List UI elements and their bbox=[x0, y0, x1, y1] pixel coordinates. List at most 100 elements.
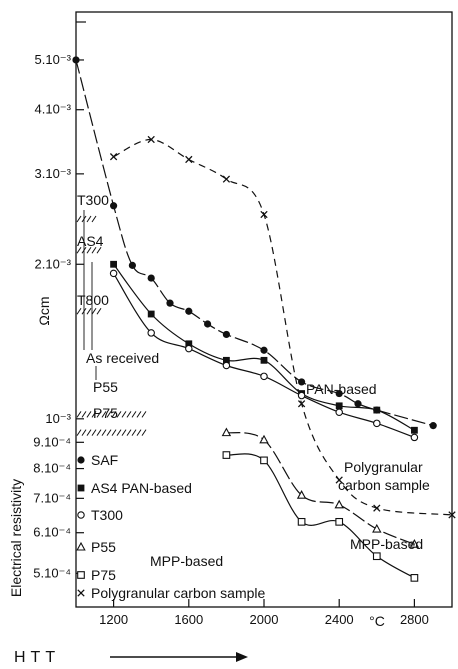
x-tick-label: 2800 bbox=[400, 612, 429, 627]
data-point-p75 bbox=[222, 451, 231, 459]
legend-label-polygranular: Polygranular carbon sample bbox=[91, 585, 266, 601]
x-tick-label: 1200 bbox=[99, 612, 128, 627]
data-point-t300 bbox=[109, 269, 118, 278]
band-label-p55: P55 bbox=[93, 379, 118, 395]
data-point-p55 bbox=[259, 434, 269, 444]
data-point-p55 bbox=[296, 490, 307, 499]
data-point-saf bbox=[429, 422, 437, 430]
legend-marker-polygranular-carbon-sample bbox=[77, 589, 85, 597]
data-point-p55 bbox=[334, 499, 344, 509]
hatched-band-t300 bbox=[76, 215, 97, 223]
data-point-as4-pan-based bbox=[185, 340, 193, 348]
x-tick-label: 1600 bbox=[174, 612, 203, 627]
x-unit-label: °C bbox=[369, 613, 385, 629]
band-label-t800: T800 bbox=[77, 292, 109, 308]
data-point-saf bbox=[147, 274, 155, 282]
y-axis-label: Electrical resistivity bbox=[8, 479, 24, 597]
data-point-polygranular-carbon-sample bbox=[147, 135, 155, 144]
legend-label-as4: AS4 PAN-based bbox=[91, 480, 192, 496]
data-point-saf bbox=[222, 330, 230, 339]
y-tick-label: 3.10⁻³ bbox=[35, 166, 72, 181]
axis-ticks: 5.10⁻⁴ 6.10⁻⁴ 7.10⁻⁴ 8.10⁻⁴ 9.10⁻⁴ 10⁻³ 2.10⁻³… bbox=[33, 52, 429, 627]
hatched-bands bbox=[76, 210, 147, 436]
data-point-as4-pan-based bbox=[260, 356, 268, 364]
data-point-saf bbox=[260, 346, 268, 354]
legend-label-p55: P55 bbox=[91, 539, 116, 555]
data-point-p55 bbox=[372, 523, 382, 533]
hatched-band-p75 bbox=[76, 429, 147, 436]
data-point-polygranular-carbon-sample bbox=[335, 476, 343, 484]
data-point-t300 bbox=[410, 433, 419, 442]
data-point-p75 bbox=[260, 456, 268, 465]
data-point-p75 bbox=[372, 552, 381, 561]
data-point-polygranular-carbon-sample bbox=[297, 400, 306, 408]
data-point-polygranular-carbon-sample bbox=[222, 175, 231, 183]
data-point-saf bbox=[72, 56, 80, 64]
data-point-p75 bbox=[335, 517, 344, 526]
y-tick-label: 4.10⁻³ bbox=[35, 102, 72, 117]
band-label-p75: P75 bbox=[93, 405, 118, 421]
data-point-as4-pan-based bbox=[223, 356, 230, 364]
legend-marker-saf bbox=[77, 456, 85, 464]
y-tick-label: 2.10⁻³ bbox=[35, 256, 72, 271]
y-unit-label: Ωcm bbox=[36, 296, 52, 325]
data-point-as4-pan-based bbox=[147, 310, 155, 318]
data-point-t300 bbox=[222, 361, 231, 370]
series-lines bbox=[75, 59, 453, 579]
data-point-t300 bbox=[260, 372, 268, 381]
y-tick-label: 10⁻³ bbox=[45, 411, 71, 426]
series-markers bbox=[72, 56, 456, 582]
data-point-t300 bbox=[147, 329, 155, 337]
data-point-saf bbox=[298, 378, 306, 386]
legend-label-p75: P75 bbox=[91, 567, 116, 583]
legend-label-t300: T300 bbox=[91, 507, 123, 523]
data-point-p75 bbox=[297, 517, 306, 526]
data-point-t300 bbox=[335, 408, 343, 416]
data-point-saf bbox=[166, 299, 174, 307]
as-received-label: As received bbox=[86, 350, 159, 366]
plot-frame-rect bbox=[75, 11, 453, 608]
data-point-saf bbox=[185, 307, 193, 315]
mpp-based-annotation: MPP-based bbox=[350, 536, 423, 552]
data-point-saf bbox=[110, 202, 118, 210]
data-point-as4-pan-based bbox=[335, 402, 343, 410]
y-tick-label: 5.10⁻⁴ bbox=[33, 565, 71, 580]
y-tick-label: 6.10⁻⁴ bbox=[33, 525, 71, 540]
legend-marker-p55 bbox=[76, 541, 86, 551]
htt-arrow bbox=[110, 652, 248, 662]
data-point-as4-pan-based bbox=[110, 260, 117, 268]
data-point-saf bbox=[335, 389, 343, 398]
band-label-as4: AS4 bbox=[77, 233, 104, 249]
data-point-t300 bbox=[373, 419, 381, 428]
data-point-polygranular-carbon-sample bbox=[109, 153, 118, 161]
legend-marker-as4-pan-based bbox=[77, 484, 85, 492]
y-tick-label: 8.10⁻⁴ bbox=[33, 461, 71, 476]
data-point-saf bbox=[128, 261, 136, 269]
series-line-saf bbox=[75, 59, 434, 427]
hatched-band-t800 bbox=[76, 307, 102, 315]
hatched-band-p55 bbox=[76, 411, 147, 418]
y-tick-label: 5.10⁻³ bbox=[35, 52, 72, 67]
data-point-t300 bbox=[297, 391, 306, 400]
band-label-t300: T300 bbox=[77, 192, 109, 208]
legend-marker-t300 bbox=[77, 511, 85, 519]
data-point-p55 bbox=[221, 427, 232, 437]
data-point-polygranular-carbon-sample bbox=[260, 210, 268, 219]
data-point-saf bbox=[204, 320, 212, 328]
polygranular-annotation-line1: Polygranular bbox=[344, 459, 423, 475]
plot-frame bbox=[75, 11, 453, 608]
legend-label-saf: SAF bbox=[91, 452, 118, 468]
polygranular-annotation-line2: carbon sample bbox=[338, 477, 430, 493]
data-point-t300 bbox=[185, 344, 193, 353]
y-tick-label: 9.10⁻⁴ bbox=[33, 434, 71, 449]
x-tick-label: 2400 bbox=[325, 612, 354, 627]
data-point-polygranular-carbon-sample bbox=[373, 504, 381, 512]
as-received-leaders bbox=[83, 210, 97, 380]
y-tick-label: 7.10⁻⁴ bbox=[33, 490, 71, 505]
data-point-polygranular-carbon-sample bbox=[448, 511, 456, 519]
pan-based-annotation: PAN-based bbox=[306, 381, 377, 397]
legend-group-mpp-based: MPP-based bbox=[150, 553, 223, 569]
x-axis-label: HTT bbox=[14, 649, 60, 666]
series-line-polygranular-carbon-sample bbox=[113, 138, 453, 516]
